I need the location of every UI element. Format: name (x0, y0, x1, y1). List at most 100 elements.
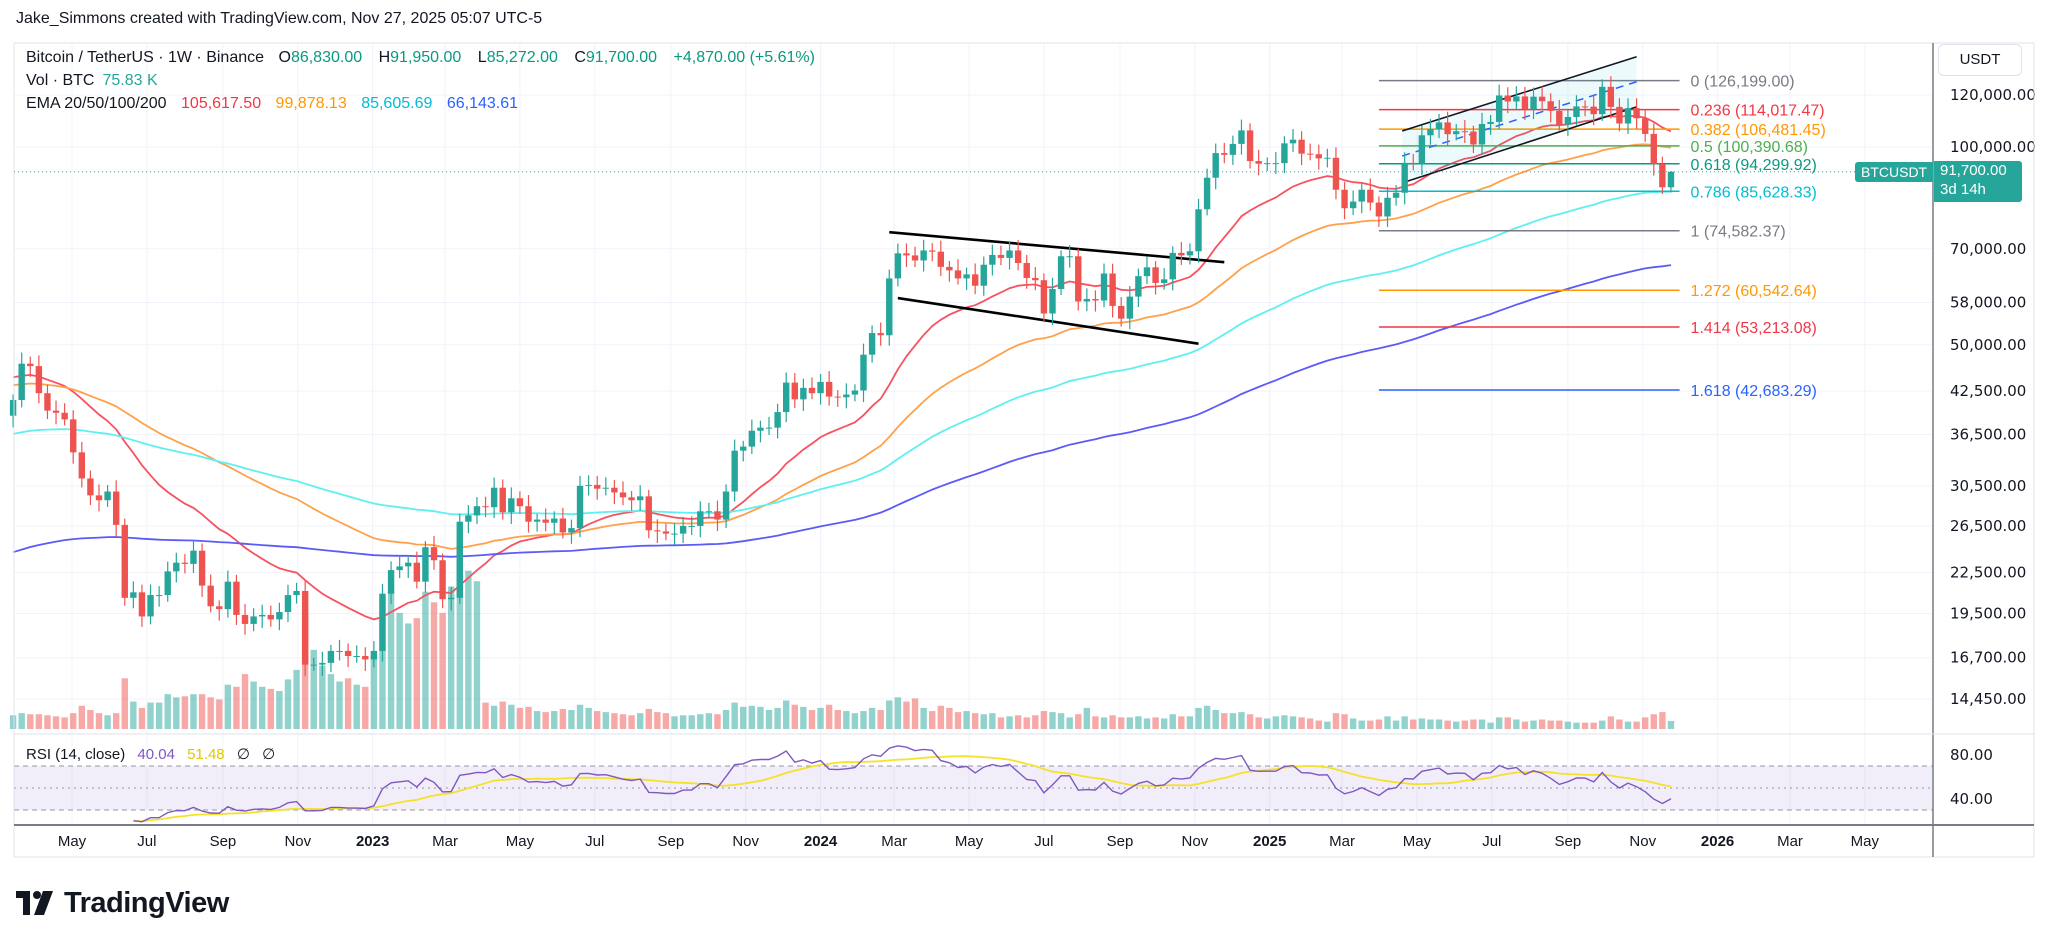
volume-bar (293, 669, 300, 729)
candle-body (1616, 106, 1623, 124)
candle (1006, 241, 1013, 270)
ema100-value: 85,605.69 (361, 95, 433, 112)
candle-body (121, 524, 128, 598)
volume-bar (1169, 714, 1176, 729)
currency-button[interactable]: USDT (1938, 44, 2022, 76)
candle-body (1083, 299, 1091, 302)
time-tick-label: Sep (1107, 833, 1134, 850)
time-tick-label: Mar (1329, 833, 1355, 850)
candle (894, 243, 902, 287)
volume-bar (1109, 715, 1116, 729)
volume-bar (1633, 721, 1640, 729)
volume-bar (1152, 717, 1159, 729)
candle (465, 505, 472, 534)
volume-bar (1255, 717, 1262, 729)
channel-upper-line[interactable] (1401, 56, 1637, 132)
candle-body (319, 662, 326, 665)
candle-body (173, 562, 180, 572)
volume-bar (396, 612, 403, 729)
candle (817, 373, 824, 405)
ema-label[interactable]: EMA 20/50/100/200 (26, 95, 167, 112)
channel-lower-line[interactable] (1401, 106, 1637, 184)
candle-body (559, 518, 567, 533)
tradingview-logo[interactable]: TradingView (16, 886, 229, 920)
volume-bar (911, 698, 919, 729)
candle-body (473, 506, 481, 516)
candle-body (276, 612, 283, 620)
candle (44, 384, 51, 420)
rsi-label[interactable]: RSI (14, close) (26, 746, 126, 763)
candle (439, 553, 446, 609)
candle-body (971, 274, 979, 286)
price-tick-label: 42,500.00 (1950, 382, 2026, 400)
candle-body (430, 547, 438, 561)
candle (396, 555, 403, 579)
volume-bar (662, 713, 670, 729)
volume-bar (1324, 721, 1331, 729)
fib-level-label: 0.618 (94,299.92) (1691, 157, 1817, 174)
volume-bar (1444, 720, 1451, 729)
candle-body (843, 394, 850, 398)
candle (525, 495, 532, 533)
candle (1126, 286, 1133, 330)
candle-body (1040, 280, 1048, 314)
candle-body (198, 550, 206, 586)
candle-body (508, 498, 515, 513)
candle-body (301, 590, 309, 665)
candle (1427, 119, 1434, 145)
volume-bar (173, 697, 180, 729)
candle-body (937, 251, 945, 267)
fib-level-label: 0.5 (100,390.68) (1691, 139, 1808, 156)
volume-bar (1513, 719, 1520, 729)
candle-body (602, 487, 610, 489)
candle (705, 502, 713, 518)
volume-bar (594, 711, 601, 729)
candle (1203, 168, 1211, 216)
candle-body (697, 511, 704, 526)
fib-level-label: 1.618 (42,683.29) (1691, 383, 1817, 400)
candle (628, 490, 635, 511)
volume-bar (740, 706, 747, 729)
symbol-name[interactable]: Bitcoin / TetherUS · 1W · Binance (26, 49, 265, 66)
candle (636, 485, 644, 511)
candle-body (1178, 252, 1185, 256)
volume-bar (679, 715, 687, 729)
trendlines[interactable] (889, 56, 1637, 345)
price-tick-label: 70,000.00 (1950, 240, 2026, 258)
candle (353, 645, 360, 663)
candle-body (877, 333, 884, 336)
last-price-tag: 91,700.00 3d 14h (1934, 161, 2022, 202)
volume-bar (70, 713, 77, 729)
candle-body (611, 487, 618, 493)
volume-bar (1495, 717, 1503, 729)
volume-bar (1195, 707, 1202, 729)
candle-body (284, 595, 292, 613)
wedge-lower-line[interactable] (897, 296, 1199, 345)
volume-bar (825, 704, 833, 729)
candle-body (267, 614, 274, 620)
volume-bar (1229, 713, 1237, 729)
fibonacci-retracement[interactable]: 0 (126,199.00) 0.236 (114,017.47) 0.382 (1… (1378, 74, 1826, 400)
volume-label[interactable]: Vol · BTC (26, 72, 95, 89)
fib-level-label: 1 (74,582.37) (1691, 224, 1786, 241)
volume-bar (989, 713, 996, 729)
candle-body (447, 597, 455, 600)
candle (181, 554, 189, 574)
volume-bar (1014, 715, 1022, 729)
candle (1504, 87, 1511, 114)
candle-body (1504, 95, 1511, 102)
volume-bar (765, 710, 773, 729)
candle (1590, 95, 1597, 126)
candle-body (1221, 153, 1228, 155)
time-tick-label: Jul (137, 833, 156, 850)
candle (929, 243, 936, 262)
wedge-upper-line[interactable] (889, 230, 1225, 264)
candle (903, 243, 910, 268)
candle-body (1118, 305, 1125, 319)
candle (379, 583, 386, 662)
volume-bar (1186, 716, 1194, 729)
candle-body (963, 274, 970, 279)
candle (1066, 245, 1073, 268)
candle (310, 657, 317, 671)
